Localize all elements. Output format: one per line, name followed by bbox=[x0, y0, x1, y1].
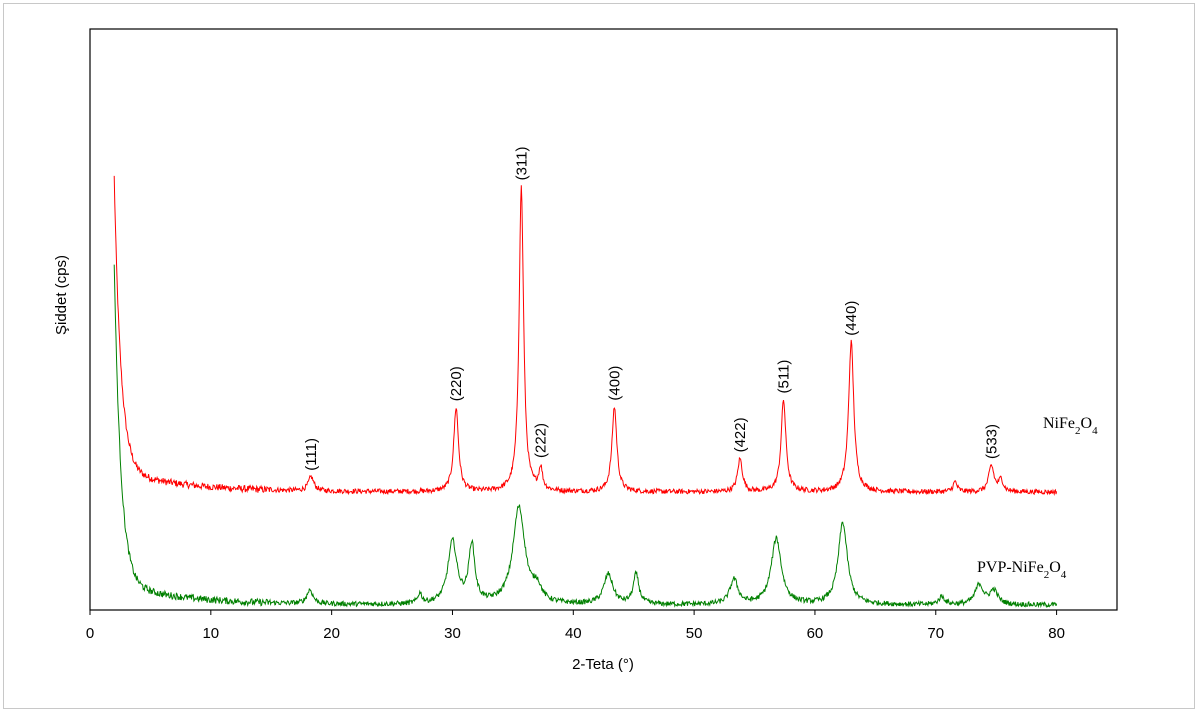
x-tick-label: 70 bbox=[927, 625, 944, 642]
series-label-pvp-nife2o4: PVP-NiFe2O4 bbox=[977, 559, 1067, 581]
series-label-nife2o4: NiFe2O4 bbox=[1043, 415, 1098, 437]
chart-frame bbox=[3, 3, 1195, 709]
x-axis-ticks: 0 10 20 30 40 50 60 70 80 bbox=[86, 610, 1065, 642]
series-lines bbox=[113, 175, 1058, 609]
peak-label: (111) bbox=[303, 438, 320, 471]
series-line-pvp-nife2o4 bbox=[113, 264, 1058, 609]
plot-area-border bbox=[89, 28, 1118, 611]
x-axis-title: 2-Teta (°) bbox=[572, 656, 634, 673]
peak-label: (222) bbox=[533, 423, 550, 458]
peak-label: (400) bbox=[606, 366, 623, 401]
y-axis-title: Şiddet (cps) bbox=[53, 255, 70, 335]
x-tick-label: 40 bbox=[565, 625, 582, 642]
peak-label: (511) bbox=[776, 360, 793, 394]
x-tick-label: 0 bbox=[86, 625, 94, 642]
peak-annotations: (111) (220) (311) (222) (400) (422) (511) (440)… bbox=[303, 146, 1000, 470]
peak-label: (533) bbox=[983, 424, 1000, 459]
peak-label: (220) bbox=[448, 366, 465, 401]
peak-label: (422) bbox=[732, 417, 749, 452]
peak-label: (440) bbox=[843, 301, 860, 336]
x-tick-label: 10 bbox=[202, 625, 219, 642]
peak-label: (311) bbox=[513, 146, 530, 180]
x-tick-label: 60 bbox=[807, 625, 824, 642]
x-tick-label: 20 bbox=[323, 625, 340, 642]
series-line-nife2o4 bbox=[113, 175, 1058, 497]
x-tick-label: 80 bbox=[1048, 625, 1065, 642]
x-tick-label: 50 bbox=[686, 625, 703, 642]
x-tick-label: 30 bbox=[444, 625, 461, 642]
